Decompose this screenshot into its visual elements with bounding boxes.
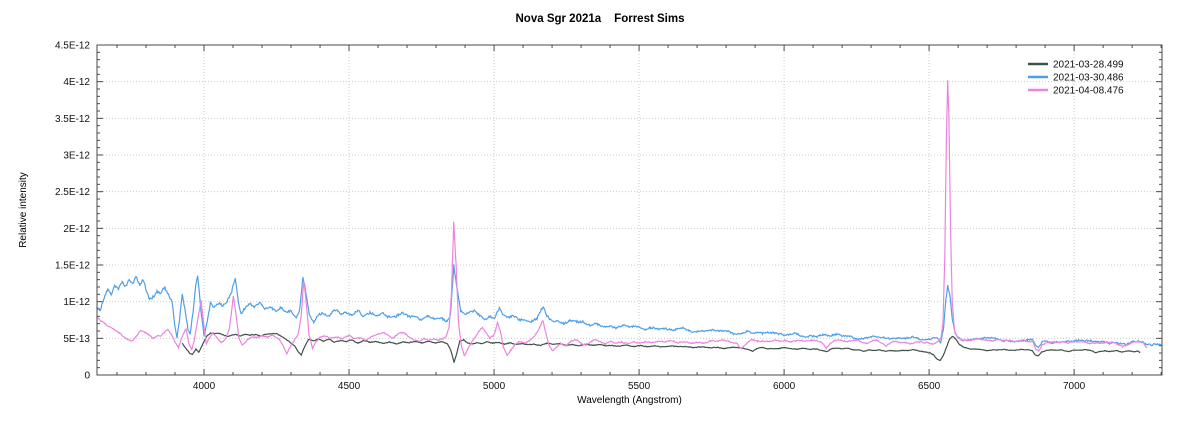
y-tick-label: 4.5E-12 bbox=[55, 41, 90, 52]
x-tick-label: 6000 bbox=[773, 381, 796, 392]
x-axis-title: Wavelength (Angstrom) bbox=[577, 395, 682, 406]
series-path-2021-03-30.486 bbox=[97, 264, 1162, 349]
y-tick-label: 3E-12 bbox=[63, 151, 90, 162]
x-tick-label: 6500 bbox=[918, 381, 941, 392]
y-tick-label: 3.5E-12 bbox=[55, 114, 90, 125]
y-tick-label: 5E-13 bbox=[63, 334, 90, 345]
y-axis-title: Relative intensity bbox=[18, 172, 29, 248]
y-tick-label: 2.5E-12 bbox=[55, 187, 90, 198]
x-tick-label: 4000 bbox=[193, 381, 216, 392]
y-tick-label: 2E-12 bbox=[63, 224, 90, 235]
y-tick-label: 1E-12 bbox=[63, 297, 90, 308]
chart-title: Nova Sgr 2021a Forrest Sims bbox=[0, 13, 1200, 25]
series-path-2021-04-08.476 bbox=[97, 80, 1148, 357]
y-tick-label: 0 bbox=[84, 371, 90, 382]
legend-label: 2021-03-30.486 bbox=[1053, 73, 1124, 84]
x-tick-label: 5000 bbox=[483, 381, 506, 392]
chart-title-object: Nova Sgr 2021a bbox=[515, 13, 602, 25]
chart-title-observer: Forrest Sims bbox=[614, 13, 685, 25]
legend-label: 2021-03-28.499 bbox=[1053, 60, 1124, 71]
plot-frame bbox=[96, 44, 1163, 376]
x-tick-label: 7000 bbox=[1063, 381, 1086, 392]
legend-label: 2021-04-08.476 bbox=[1053, 86, 1124, 97]
x-tick-label: 5500 bbox=[628, 381, 651, 392]
x-tick-label: 4500 bbox=[338, 381, 361, 392]
y-tick-label: 4E-12 bbox=[63, 77, 90, 88]
y-tick-label: 1.5E-12 bbox=[55, 261, 90, 272]
series-path-2021-03-28.499 bbox=[181, 332, 1141, 363]
